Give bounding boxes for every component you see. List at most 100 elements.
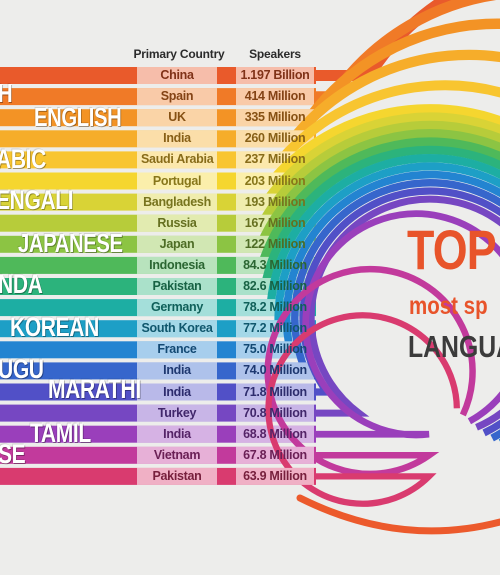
speakers-cell: 237 Million: [244, 152, 306, 167]
band-arc-6: [256, 112, 500, 207]
band-arc-14: [291, 179, 500, 442]
country-cell: Indonesia: [149, 257, 205, 272]
country-cell-bg-4: [137, 151, 217, 169]
language-label: SE: [0, 439, 26, 469]
speakers-cell: 70.8 Million: [243, 405, 307, 420]
speakers-cell: 74.0 Million: [243, 363, 307, 378]
band-arc-5: [261, 104, 500, 186]
language-label: UGU: [0, 354, 44, 384]
country-cell: Saudi Arabia: [141, 152, 214, 167]
speakers-cell: 75.0 Million: [243, 342, 307, 357]
speakers-cell: 82.6 Million: [243, 279, 307, 293]
band-arc-3: [282, 49, 500, 144]
country-cell-bg-3: [137, 130, 217, 148]
band-arc-9: [255, 137, 500, 270]
language-label: KOREAN: [10, 312, 99, 342]
country-cell-bg-8: [137, 235, 217, 253]
speakers-cell: 167 Million: [244, 215, 306, 230]
speakers-cell-bg-19: [236, 467, 314, 485]
band-arc-10: [259, 145, 500, 291]
country-cell: UK: [168, 110, 186, 125]
country-cell: South Korea: [141, 321, 213, 336]
speakers-cell-bg-1: [236, 88, 314, 106]
country-cell-bg-0: [137, 67, 217, 84]
country-cell: Germany: [150, 300, 204, 315]
band-arc-11: [266, 154, 500, 312]
country-cell: China: [160, 68, 194, 82]
primary-country-header: Primary Country: [133, 47, 225, 61]
country-cell: France: [157, 342, 197, 357]
title-languages: LANGUA: [408, 329, 500, 364]
language-label: H: [0, 80, 13, 106]
band-arc-12: [274, 162, 500, 333]
band-arc-2: [299, 18, 500, 123]
country-cell: India: [163, 131, 191, 146]
country-cell-bg-12: [137, 320, 217, 338]
speakers-cell: 67.8 Million: [243, 447, 307, 462]
band-arc-16: [307, 195, 500, 431]
speakers-cell: 78.2 Million: [243, 300, 307, 315]
country-cell-bg-10: [137, 278, 217, 295]
title-top: TOP: [407, 218, 497, 281]
speakers-cell: 63.9 Million: [243, 468, 307, 483]
country-cell-bg-6: [137, 193, 217, 211]
language-label: MARATHI: [48, 374, 141, 404]
country-cell-bg-14: [137, 362, 217, 380]
language-label: JAPANESE: [18, 228, 123, 258]
speakers-cell: 77.2 Million: [243, 321, 307, 336]
country-cell: India: [163, 384, 191, 399]
country-cell-bg-5: [137, 172, 217, 190]
country-cell: Vietnam: [153, 447, 201, 462]
band-arc-17: [302, 210, 500, 439]
country-cell: Portugal: [152, 173, 202, 188]
speakers-cell: 84.3 Million: [243, 257, 307, 272]
speakers-cell: 68.8 Million: [243, 426, 307, 441]
language-label: NDA: [0, 269, 43, 299]
speakers-cell: 71.8 Million: [243, 384, 307, 399]
speakers-cell: 193 Million: [244, 194, 306, 209]
band-arc-15: [299, 187, 500, 437]
speakers-header: Speakers: [249, 47, 301, 61]
band-arc-7: [254, 120, 500, 228]
country-cell: India: [163, 363, 191, 378]
language-label: ENGALI: [0, 185, 74, 215]
speakers-cell: 260 Million: [244, 131, 306, 146]
country-cell-bg-7: [137, 214, 217, 232]
language-label: ENGLISH: [34, 102, 122, 132]
band-arc-18: [264, 265, 476, 478]
speakers-cell-bg-15: [236, 383, 314, 401]
country-cell: Japan: [159, 236, 195, 251]
speakers-cell: 335 Million: [244, 110, 306, 125]
country-cell-bg-2: [137, 109, 217, 127]
speakers-cell-bg-18: [236, 446, 314, 464]
country-cell: Bangladesh: [143, 194, 211, 209]
country-cell-bg-1: [137, 88, 217, 106]
speakers-cell: 122 Million: [244, 236, 306, 251]
band-arc-8: [254, 129, 500, 249]
country-cell: Pakistan: [152, 279, 202, 293]
country-cell: Turkey: [157, 405, 197, 420]
band-arc-1: [316, 0, 498, 102]
speakers-cell: 1.197 Billion: [240, 68, 310, 82]
country-cell: Russia: [157, 215, 197, 230]
country-cell-bg-17: [137, 425, 217, 443]
speakers-cell: 203 Million: [244, 173, 306, 188]
band-arc-13: [282, 170, 500, 442]
country-cell-bg-11: [137, 299, 217, 317]
country-cell: India: [163, 426, 191, 441]
decorative-arc: [296, 494, 500, 535]
speakers-cell-bg-2: [236, 109, 314, 127]
language-label: TAMIL: [30, 418, 91, 448]
band-arc-19: [265, 312, 460, 507]
country-cell-bg-16: [137, 404, 217, 422]
speakers-cell-bg-0: [236, 67, 314, 84]
speakers-cell: 414 Million: [244, 89, 306, 104]
country-cell: Spain: [160, 89, 194, 104]
country-cell: Pakistan: [152, 468, 202, 483]
country-cell-bg-9: [137, 256, 217, 274]
country-cell-bg-18: [137, 446, 217, 464]
band-arc-4: [270, 80, 500, 165]
title-subtitle: most sp: [409, 292, 488, 320]
language-label: ABIC: [0, 144, 46, 174]
